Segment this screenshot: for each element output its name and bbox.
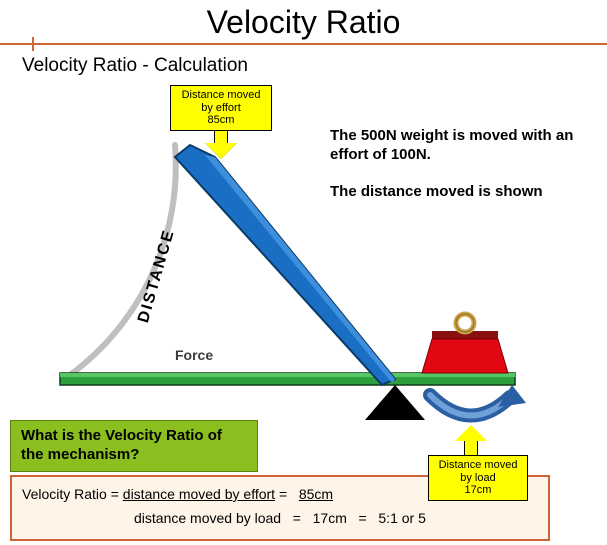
rule-tick xyxy=(32,37,34,51)
load-callout-line2: by load xyxy=(433,472,523,485)
load-callout: Distance moved by load 17cm xyxy=(428,455,528,501)
effort-callout-line2: by effort xyxy=(175,102,267,115)
effort-callout: Distance moved by effort 85cm xyxy=(170,85,272,131)
formula-result: 5:1 or 5 xyxy=(378,510,425,526)
question-box: What is the Velocity Ratio of the mechan… xyxy=(10,420,258,472)
formula-val1: 85cm xyxy=(299,486,333,502)
page-title: Velocity Ratio xyxy=(0,0,607,43)
explain-text-2: The distance moved is shown xyxy=(330,183,607,202)
load-arrow-up-icon xyxy=(455,425,487,457)
formula-val2: 17cm xyxy=(313,510,347,526)
formula-lhs: Velocity Ratio = xyxy=(22,486,123,502)
formula-eq2: = xyxy=(289,510,305,526)
load-callout-line1: Distance moved xyxy=(433,459,523,472)
formula-line2: distance moved by load = 17cm = 5:1 or 5 xyxy=(22,507,538,531)
effort-callout-line3: 85cm xyxy=(175,114,267,127)
formula-denominator: distance moved by load xyxy=(134,510,281,526)
force-label: Force xyxy=(175,347,213,363)
formula-numerator: distance moved by effort xyxy=(123,486,275,502)
effort-arrow-down-icon xyxy=(205,127,237,159)
subtitle: Velocity Ratio - Calculation xyxy=(0,45,607,85)
formula-eq3: = xyxy=(355,510,371,526)
diagram-canvas: DISTANCE Force Distance moved by effort … xyxy=(0,85,607,545)
horizontal-rule xyxy=(0,43,607,45)
explain-text-1: The 500N weight is moved with an effort … xyxy=(330,127,600,165)
formula-eq1: = xyxy=(275,486,291,502)
effort-callout-line1: Distance moved xyxy=(175,89,267,102)
load-callout-line3: 17cm xyxy=(433,484,523,497)
